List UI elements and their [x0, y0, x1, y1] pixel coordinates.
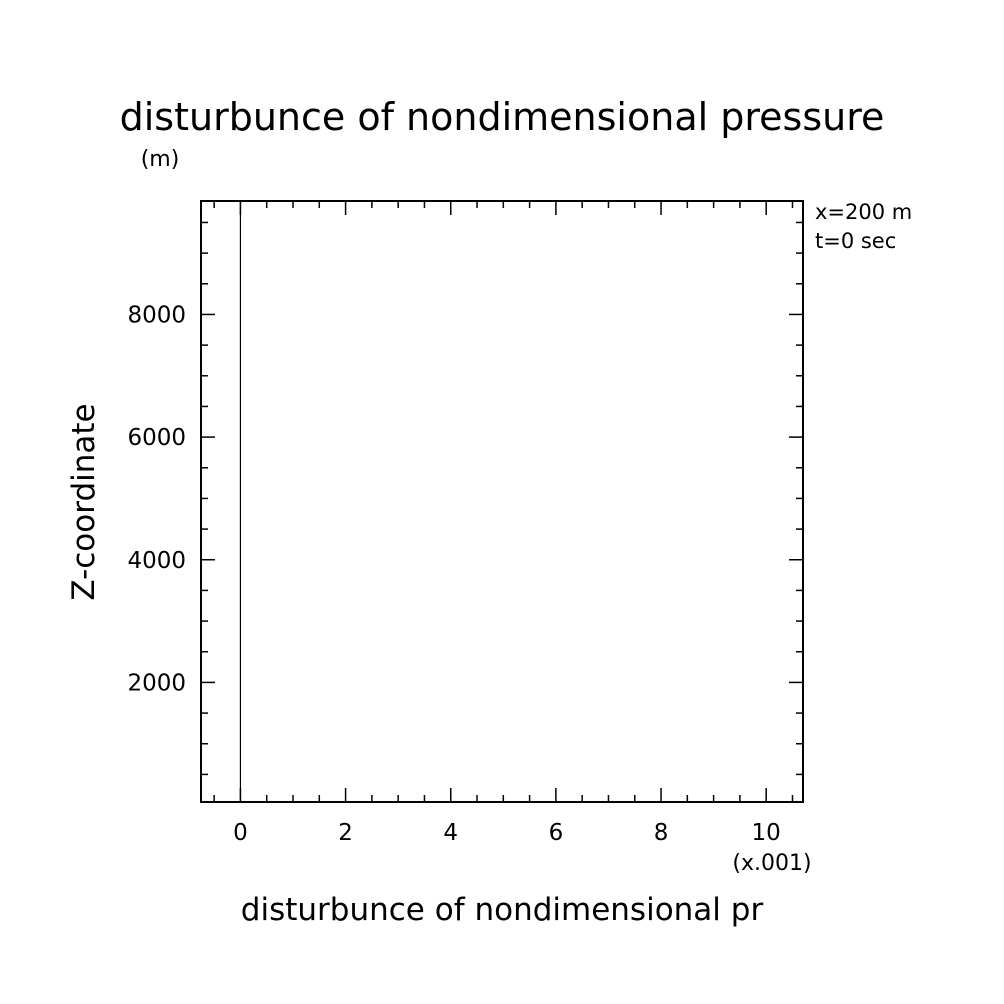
y-tick-label: 8000	[127, 302, 186, 328]
x-multiplier-label: (x.001)	[732, 851, 811, 876]
x-tick-label: 8	[654, 820, 669, 846]
x-tick-label: 10	[752, 820, 781, 846]
y-tick-label: 2000	[127, 670, 186, 696]
annotation-x-position: x=200 m	[815, 200, 912, 224]
y-tick-labels: 2000 4000 6000 8000	[127, 302, 186, 696]
x-axis-label: disturbunce of nondimensional pr	[241, 892, 764, 928]
x-tick-label: 0	[233, 820, 248, 846]
annotation-time: t=0 sec	[815, 229, 896, 253]
x-tick-label: 4	[443, 820, 458, 846]
chart-title: disturbunce of nondimensional pressure	[120, 95, 885, 139]
x-tick-label: 2	[338, 820, 353, 846]
y-axis-label: Z-coordinate	[66, 403, 102, 600]
plot-frame	[200, 200, 804, 803]
x-tick-labels: 0 2 4 6 8 10	[233, 820, 781, 846]
x-tick-label: 6	[549, 820, 564, 846]
y-unit-label: (m)	[141, 147, 180, 172]
axis-ticks	[201, 201, 803, 802]
y-tick-label: 6000	[127, 425, 186, 451]
y-tick-label: 4000	[127, 548, 186, 574]
